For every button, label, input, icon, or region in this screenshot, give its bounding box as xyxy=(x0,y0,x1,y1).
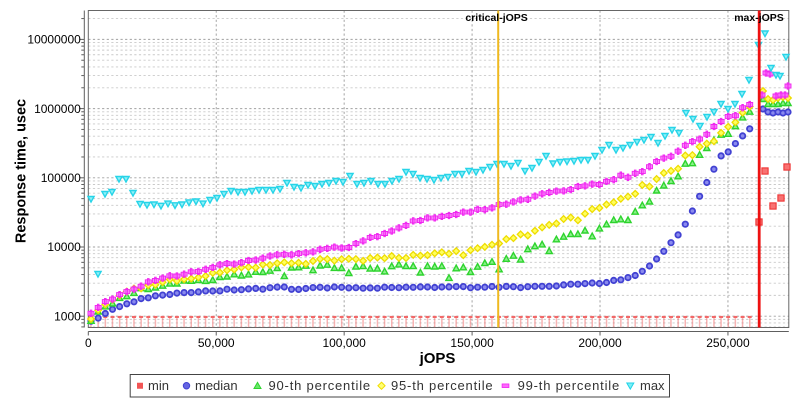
svg-text:100,000: 100,000 xyxy=(322,336,366,350)
svg-text:max: max xyxy=(640,378,665,393)
svg-text:99-th percentile: 99-th percentile xyxy=(518,378,620,393)
svg-text:Response time, usec: Response time, usec xyxy=(14,99,30,243)
svg-text:0: 0 xyxy=(85,336,92,350)
svg-text:min: min xyxy=(148,378,169,393)
svg-text:90-th percentile: 90-th percentile xyxy=(269,378,371,393)
svg-text:1000000: 1000000 xyxy=(34,102,81,116)
svg-text:95-th percentile: 95-th percentile xyxy=(391,378,493,393)
svg-text:200,000: 200,000 xyxy=(578,336,622,350)
svg-text:max-jOPS: max-jOPS xyxy=(734,12,784,24)
svg-text:150,000: 150,000 xyxy=(450,336,494,350)
svg-text:250,000: 250,000 xyxy=(706,336,750,350)
svg-text:10000000: 10000000 xyxy=(27,33,81,47)
svg-text:100000: 100000 xyxy=(41,171,81,185)
svg-text:median: median xyxy=(195,378,238,393)
svg-text:50,000: 50,000 xyxy=(198,336,235,350)
svg-text:10000: 10000 xyxy=(47,240,81,254)
svg-text:jOPS: jOPS xyxy=(419,350,456,367)
svg-text:critical-jOPS: critical-jOPS xyxy=(465,12,527,24)
svg-text:1000: 1000 xyxy=(54,309,81,323)
